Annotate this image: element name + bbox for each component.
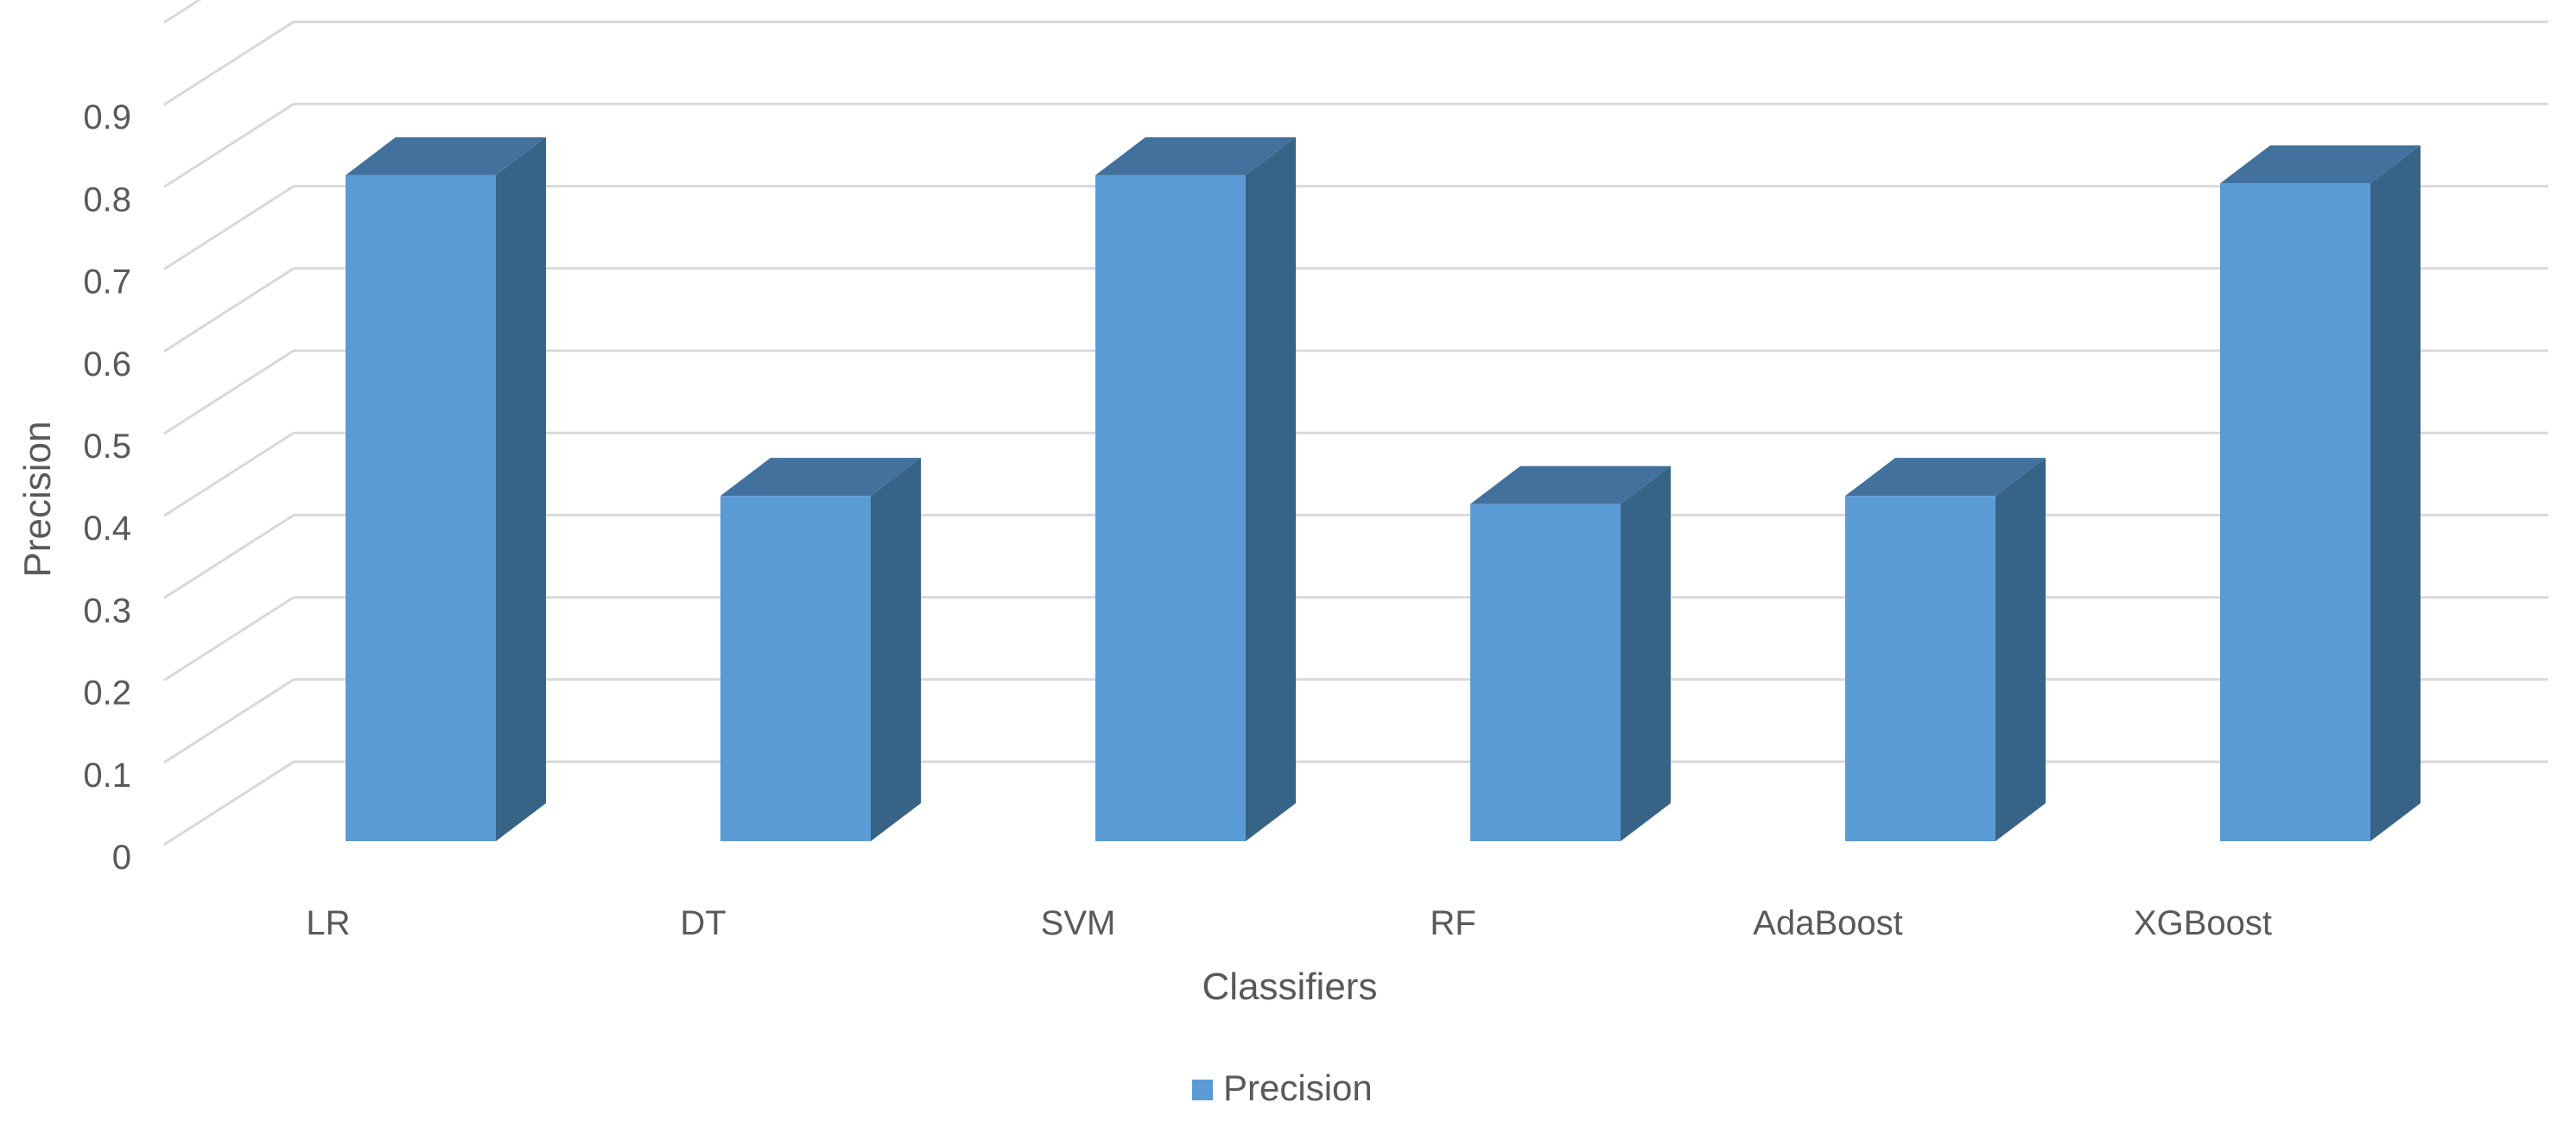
bar-xgboost bbox=[2220, 145, 2421, 841]
bars bbox=[346, 136, 2421, 841]
bar-side bbox=[871, 458, 921, 841]
x-tick-label: DT bbox=[680, 904, 726, 942]
bar-front bbox=[720, 496, 871, 841]
legend-swatch-precision bbox=[1192, 1080, 1213, 1100]
gridline-depth bbox=[163, 596, 295, 681]
gridline-depth bbox=[163, 514, 295, 599]
bar-front bbox=[1095, 174, 1246, 841]
gridline-depth bbox=[163, 185, 295, 270]
bar-side bbox=[1621, 466, 1671, 841]
x-tick-label: RF bbox=[1430, 904, 1475, 942]
bar-lr bbox=[346, 136, 546, 841]
bar-top bbox=[720, 458, 921, 497]
legend-label-precision: Precision bbox=[1223, 1067, 1373, 1108]
bar-dt bbox=[720, 458, 921, 841]
y-tick-label: 0.9 bbox=[83, 98, 131, 136]
y-axis-title: Precision bbox=[16, 421, 59, 578]
bar-rf bbox=[1470, 466, 1671, 841]
legend: Precision bbox=[1192, 1067, 1373, 1108]
bar-front bbox=[1845, 496, 1995, 841]
bar-svm bbox=[1095, 136, 1296, 841]
x-axis-title: Classifiers bbox=[1202, 966, 1378, 1008]
y-tick-label: 0.1 bbox=[83, 757, 131, 795]
bar-top bbox=[1470, 466, 1671, 504]
bar-top bbox=[346, 136, 546, 175]
gridline-depth bbox=[163, 678, 295, 764]
bar-side bbox=[2370, 145, 2421, 841]
gridline-depth bbox=[163, 0, 202, 24]
x-axis-ticks: LR DT SVM RF AdaBoost XGBoost bbox=[306, 904, 2272, 942]
gridlines bbox=[163, 0, 2548, 846]
bar-side bbox=[496, 136, 546, 841]
gridline-depth bbox=[163, 431, 295, 517]
x-tick-label: XGBoost bbox=[2134, 904, 2272, 942]
bar-front bbox=[2220, 183, 2370, 841]
bar-top bbox=[1095, 136, 1296, 175]
x-tick-label: AdaBoost bbox=[1753, 904, 1902, 942]
x-tick-label: SVM bbox=[1041, 904, 1116, 942]
gridline-depth bbox=[163, 760, 295, 846]
bar-top bbox=[1845, 458, 2046, 497]
y-tick-label: 0 bbox=[112, 839, 131, 877]
bar-side bbox=[1246, 136, 1296, 841]
y-tick-label: 0.3 bbox=[83, 592, 131, 630]
y-tick-label: 0.4 bbox=[83, 510, 131, 548]
y-tick-label: 0.7 bbox=[83, 263, 131, 301]
gridline-depth bbox=[163, 267, 295, 353]
gridline-depth bbox=[163, 349, 295, 435]
gridline-depth bbox=[163, 103, 295, 188]
bar-side bbox=[1995, 458, 2046, 841]
bar-adaboost bbox=[1845, 458, 2046, 841]
y-tick-label: 0.6 bbox=[83, 345, 131, 383]
y-tick-label: 0.5 bbox=[83, 428, 131, 466]
bar-top bbox=[2220, 145, 2421, 184]
y-tick-label: 0.2 bbox=[83, 675, 131, 713]
y-tick-label: 0.8 bbox=[83, 181, 131, 219]
gridline-depth bbox=[163, 20, 295, 106]
y-axis-ticks: 0 0.1 0.2 0.3 0.4 0.5 0.6 0.7 0.8 0.9 bbox=[83, 98, 131, 877]
bar-front bbox=[1470, 504, 1621, 841]
bar-front bbox=[346, 174, 496, 841]
x-tick-label: LR bbox=[306, 904, 350, 942]
